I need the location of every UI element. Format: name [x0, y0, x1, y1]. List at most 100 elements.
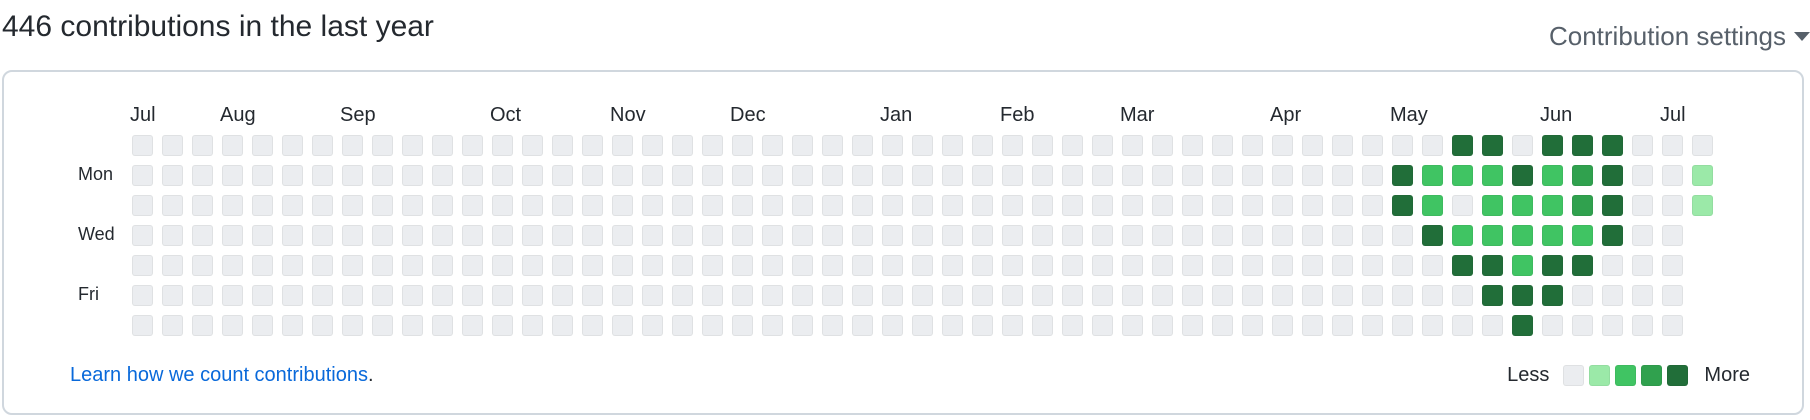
- contribution-day[interactable]: [192, 225, 213, 246]
- contribution-day[interactable]: [1662, 165, 1683, 186]
- contribution-day[interactable]: [1212, 225, 1233, 246]
- contribution-day[interactable]: [912, 165, 933, 186]
- contribution-day[interactable]: [582, 195, 603, 216]
- contribution-day[interactable]: [702, 165, 723, 186]
- contribution-day[interactable]: [702, 315, 723, 336]
- contribution-day[interactable]: [282, 315, 303, 336]
- contribution-day[interactable]: [582, 285, 603, 306]
- contribution-day[interactable]: [1002, 255, 1023, 276]
- contribution-day[interactable]: [1092, 315, 1113, 336]
- contribution-day[interactable]: [192, 165, 213, 186]
- contribution-day[interactable]: [132, 135, 153, 156]
- contribution-day[interactable]: [1032, 165, 1053, 186]
- contribution-day[interactable]: [1182, 135, 1203, 156]
- contribution-day[interactable]: [882, 315, 903, 336]
- contribution-day[interactable]: [402, 315, 423, 336]
- contribution-day[interactable]: [162, 315, 183, 336]
- contribution-day[interactable]: [1542, 315, 1563, 336]
- contribution-day[interactable]: [462, 255, 483, 276]
- contribution-day[interactable]: [462, 225, 483, 246]
- contribution-day[interactable]: [1542, 135, 1563, 156]
- contribution-day[interactable]: [822, 225, 843, 246]
- contribution-day[interactable]: [1422, 195, 1443, 216]
- contribution-day[interactable]: [1182, 255, 1203, 276]
- contribution-day[interactable]: [642, 285, 663, 306]
- contribution-day[interactable]: [612, 255, 633, 276]
- contribution-day[interactable]: [1212, 285, 1233, 306]
- contribution-day[interactable]: [1512, 255, 1533, 276]
- contribution-day[interactable]: [1422, 315, 1443, 336]
- contribution-day[interactable]: [852, 135, 873, 156]
- contribution-day[interactable]: [762, 165, 783, 186]
- contribution-day[interactable]: [1362, 165, 1383, 186]
- contribution-day[interactable]: [792, 195, 813, 216]
- contribution-day[interactable]: [252, 315, 273, 336]
- contribution-day[interactable]: [522, 225, 543, 246]
- contribution-day[interactable]: [162, 195, 183, 216]
- contribution-day[interactable]: [1332, 195, 1353, 216]
- contribution-day[interactable]: [492, 225, 513, 246]
- contribution-day[interactable]: [882, 225, 903, 246]
- contribution-day[interactable]: [462, 285, 483, 306]
- contribution-day[interactable]: [372, 315, 393, 336]
- contribution-day[interactable]: [282, 195, 303, 216]
- contribution-day[interactable]: [1302, 135, 1323, 156]
- contribution-day[interactable]: [672, 285, 693, 306]
- contribution-day[interactable]: [972, 165, 993, 186]
- contribution-day[interactable]: [732, 285, 753, 306]
- contribution-day[interactable]: [552, 285, 573, 306]
- contribution-day[interactable]: [1602, 135, 1623, 156]
- contribution-day[interactable]: [1152, 135, 1173, 156]
- contribution-day[interactable]: [222, 315, 243, 336]
- contribution-day[interactable]: [522, 165, 543, 186]
- contribution-day[interactable]: [1122, 315, 1143, 336]
- contribution-day[interactable]: [1332, 315, 1353, 336]
- contribution-day[interactable]: [372, 225, 393, 246]
- contribution-day[interactable]: [762, 195, 783, 216]
- contribution-settings-button[interactable]: Contribution settings: [1549, 14, 1810, 58]
- contribution-day[interactable]: [942, 255, 963, 276]
- contribution-day[interactable]: [762, 135, 783, 156]
- contribution-day[interactable]: [1152, 225, 1173, 246]
- contribution-day[interactable]: [1392, 285, 1413, 306]
- contribution-day[interactable]: [252, 135, 273, 156]
- contribution-day[interactable]: [1182, 315, 1203, 336]
- contribution-day[interactable]: [1152, 315, 1173, 336]
- contribution-day[interactable]: [1512, 315, 1533, 336]
- contribution-day[interactable]: [822, 285, 843, 306]
- contribution-day[interactable]: [312, 165, 333, 186]
- contribution-day[interactable]: [1032, 195, 1053, 216]
- contribution-day[interactable]: [672, 195, 693, 216]
- contribution-day[interactable]: [672, 315, 693, 336]
- contribution-day[interactable]: [1272, 165, 1293, 186]
- contribution-day[interactable]: [1152, 285, 1173, 306]
- contribution-day[interactable]: [192, 135, 213, 156]
- learn-contributions-link[interactable]: Learn how we count contributions.: [70, 364, 374, 387]
- contribution-day[interactable]: [1512, 165, 1533, 186]
- contribution-day[interactable]: [1632, 135, 1653, 156]
- contribution-day[interactable]: [522, 285, 543, 306]
- contribution-day[interactable]: [972, 315, 993, 336]
- contribution-day[interactable]: [522, 195, 543, 216]
- contribution-day[interactable]: [732, 195, 753, 216]
- contribution-day[interactable]: [1602, 285, 1623, 306]
- contribution-day[interactable]: [1572, 165, 1593, 186]
- contribution-day[interactable]: [1062, 255, 1083, 276]
- contribution-day[interactable]: [132, 315, 153, 336]
- contribution-day[interactable]: [642, 165, 663, 186]
- contribution-day[interactable]: [1062, 225, 1083, 246]
- contribution-day[interactable]: [1422, 285, 1443, 306]
- contribution-day[interactable]: [342, 315, 363, 336]
- contribution-day[interactable]: [1662, 135, 1683, 156]
- contribution-day[interactable]: [162, 135, 183, 156]
- contribution-day[interactable]: [792, 285, 813, 306]
- contribution-day[interactable]: [222, 195, 243, 216]
- contribution-day[interactable]: [372, 165, 393, 186]
- contribution-day[interactable]: [1092, 255, 1113, 276]
- contribution-day[interactable]: [1602, 255, 1623, 276]
- contribution-day[interactable]: [1572, 135, 1593, 156]
- contribution-day[interactable]: [1632, 195, 1653, 216]
- contribution-day[interactable]: [732, 315, 753, 336]
- contribution-day[interactable]: [462, 165, 483, 186]
- contribution-day[interactable]: [1272, 315, 1293, 336]
